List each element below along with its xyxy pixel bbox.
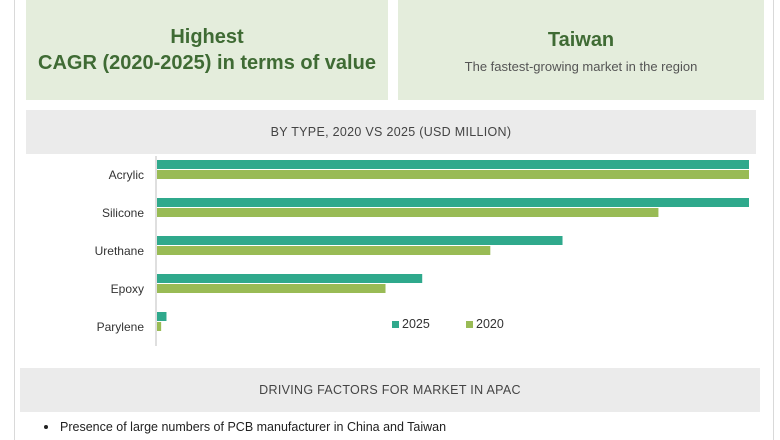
drivers-list: Presence of large numbers of PCB manufac…	[44, 420, 764, 434]
driver-text: Presence of large numbers of PCB manufac…	[60, 420, 447, 434]
tick-label-urethane: Urethane	[95, 244, 145, 258]
card-title-line-2: CAGR (2020-2025) in terms of value	[38, 52, 376, 74]
bar-silicone-2025	[157, 198, 749, 207]
tick-label-silicone: Silicone	[102, 206, 144, 220]
tick-label-parylene: Parylene	[97, 320, 145, 334]
bar-acrylic-2020	[157, 170, 749, 179]
tick-label-epoxy: Epoxy	[111, 282, 144, 296]
bar-parylene-2025	[157, 312, 167, 321]
bar-acrylic-2025	[157, 160, 749, 169]
bar-parylene-2020	[157, 322, 162, 331]
bar-chart: Acrylic Silicone Urethane Epoxy Parylene 2025…	[95, 156, 749, 346]
bar-epoxy-2025	[157, 274, 423, 283]
list-item: Presence of large numbers of PCB manufac…	[44, 420, 764, 434]
tick-label-acrylic: Acrylic	[109, 168, 144, 182]
page-frame	[14, 0, 774, 440]
legend-swatch-2020	[466, 321, 473, 328]
card-subtitle: The fastest-growing market in the region	[464, 58, 698, 74]
bar-urethane-2020	[157, 246, 491, 255]
legend-swatch-2025	[392, 321, 399, 328]
highlight-card-region: Taiwan The fastest-growing market in the…	[398, 0, 764, 100]
bullet-icon	[44, 425, 48, 429]
legend-label-2025: 2025	[402, 317, 430, 331]
chart-title: BY TYPE, 2020 VS 2025 (USD MILLION)	[26, 110, 756, 154]
bar-silicone-2020	[157, 208, 659, 217]
card-title: Highest CAGR (2020-2025) in terms of val…	[38, 24, 376, 76]
bar-urethane-2025	[157, 236, 563, 245]
card-title-line-1: Highest	[170, 26, 244, 48]
card-title: Taiwan	[548, 27, 614, 53]
card-title-line-1: Taiwan	[547, 28, 615, 51]
highlight-card-cagr: Highest CAGR (2020-2025) in terms of val…	[26, 0, 388, 100]
bar-epoxy-2020	[157, 284, 386, 293]
legend-label-2020: 2020	[476, 317, 504, 331]
drivers-title: DRIVING FACTORS FOR MARKET IN APAC	[20, 368, 760, 412]
